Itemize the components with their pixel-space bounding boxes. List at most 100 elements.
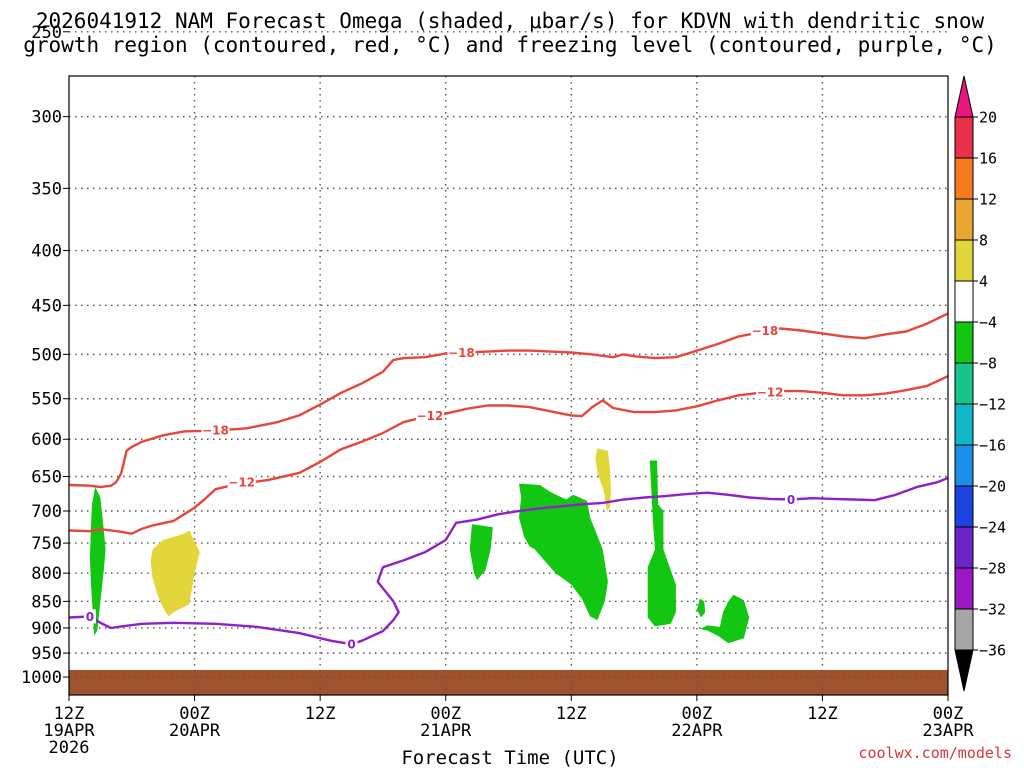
colorbar-tick-label: −36	[979, 642, 1006, 660]
contour-label: −12	[228, 476, 255, 490]
x-tick-label: 00Z	[179, 704, 210, 724]
x-tick-label: 12Z	[807, 704, 838, 724]
colorbar: 20 16 12 8 4 −4 −8 −12 −16 −20 −24 −28 −32 −36	[954, 75, 1006, 692]
contour-label-background	[756, 384, 785, 399]
y-tick-label: 850	[31, 592, 62, 612]
contour-line	[68, 312, 949, 489]
x-axis-label: Forecast Time (UTC)	[401, 747, 618, 768]
y-tick-label: 550	[31, 390, 62, 410]
colorbar-swatch	[954, 116, 974, 159]
colorbar-swatch	[954, 444, 974, 487]
y-tick-label: 650	[31, 467, 62, 487]
contour-label: −18	[751, 324, 778, 338]
colorbar-swatch	[954, 280, 974, 323]
omega-shaded-region	[700, 594, 750, 644]
colorbar-swatch	[954, 526, 974, 569]
contour-label-background	[750, 323, 779, 338]
y-tick-label: 450	[31, 296, 62, 316]
y-tick-label: 900	[31, 619, 62, 639]
y-tick-label: 750	[31, 534, 62, 554]
colorbar-tick-label: 12	[979, 191, 997, 209]
y-tick-label: 300	[31, 108, 62, 128]
omega-shaded-region	[647, 460, 676, 627]
colorbar-tick-label: −28	[979, 560, 1006, 578]
x-tick-label: 00Z	[430, 704, 461, 724]
credit-text: coolwx.com/models	[858, 744, 1012, 762]
x-tick-label: 12Z	[556, 704, 587, 724]
colorbar-tick-label: −32	[979, 601, 1006, 619]
x-tick-label: 2026	[49, 738, 90, 758]
colorbar-tick-label: −12	[979, 396, 1006, 414]
y-tick-label: 350	[31, 179, 62, 199]
contour-label: −12	[417, 409, 444, 423]
contour-label-background	[416, 408, 445, 423]
y-tick-label: 800	[31, 564, 62, 584]
colorbar-tick-label: 20	[979, 109, 997, 127]
colorbar-swatch	[954, 198, 974, 241]
x-tick-label: 00Z	[933, 704, 964, 724]
colorbar-swatch	[954, 321, 974, 364]
contour-label-background	[785, 492, 798, 507]
contour-label: −12	[757, 385, 784, 399]
colorbar-tick-label: −4	[979, 314, 997, 332]
colorbar-swatch	[954, 608, 974, 651]
contour-label-background	[83, 609, 96, 624]
colorbar-swatch	[954, 485, 974, 528]
contour-label: 0	[787, 493, 795, 507]
x-tick-label: 12Z	[305, 704, 336, 724]
colorbar-tick-label: −16	[979, 437, 1006, 455]
chart-title-line-1: 2026041912 NAM Forecast Omega (shaded, μ…	[36, 9, 985, 33]
contour-label: −18	[202, 423, 229, 437]
contour-label-background	[201, 422, 230, 437]
omega-shaded-region	[150, 530, 200, 617]
contour-label: 0	[347, 638, 355, 652]
plot-border	[68, 75, 949, 696]
omega-shaded-region	[696, 598, 706, 618]
omega-shaded-region	[519, 483, 608, 621]
colorbar-swatch	[954, 157, 974, 200]
x-tick-label: 00Z	[681, 704, 712, 724]
colorbar-tick-label: 4	[979, 273, 988, 291]
ground-layer	[69, 669, 948, 695]
colorbar-swatch	[954, 567, 974, 610]
colorbar-swatch	[954, 403, 974, 446]
contour-label-background	[447, 345, 476, 360]
y-tick-label: 600	[31, 430, 62, 450]
x-tick-label: 21APR	[420, 721, 472, 741]
y-tick-label: 500	[31, 345, 62, 365]
omega-shaded-region	[595, 448, 611, 511]
x-tick-label: 19APR	[43, 721, 95, 741]
colorbar-bottom-arrow	[954, 649, 974, 692]
colorbar-tick-label: −20	[979, 478, 1006, 496]
contour-label: 0	[86, 610, 94, 624]
contour-label: −18	[448, 346, 475, 360]
colorbar-swatch	[954, 239, 974, 282]
contour-label-layer: −18 −18 −18 −12 −12 −12 0 0 0	[83, 323, 798, 652]
y-tick-label: 400	[31, 242, 62, 262]
plot-area	[69, 76, 948, 695]
y-tick-label: 700	[31, 502, 62, 522]
colorbar-tick-label: 8	[979, 232, 988, 250]
x-tick-label: 12Z	[54, 704, 85, 724]
grid-layer	[69, 31, 948, 695]
ground-fill	[69, 669, 948, 695]
x-tick-label: 20APR	[169, 721, 221, 741]
y-tick-label: 950	[31, 644, 62, 664]
y-tick-label: 250	[31, 23, 62, 43]
omega-shaded-region	[469, 524, 493, 581]
y-axis-ticks: 250 300 350 400 450 500 550 600 650 700 750 800 850 9…	[21, 23, 69, 688]
x-tick-label: 23APR	[922, 721, 974, 741]
x-tick-label: 22APR	[671, 721, 723, 741]
plot-background	[69, 76, 948, 695]
colorbar-tick-label: 16	[979, 150, 997, 168]
plot-frame	[68, 75, 949, 696]
colorbar-tick-label: −24	[979, 519, 1006, 537]
y-tick-label: 1000	[21, 668, 62, 688]
contour-label-background	[345, 637, 358, 652]
omega-shaded-region	[89, 487, 106, 636]
chart-title-line-2: growth region (contoured, red, °C) and f…	[23, 33, 997, 57]
omega-shading-layer	[89, 448, 750, 644]
contour-label-background	[227, 475, 256, 490]
